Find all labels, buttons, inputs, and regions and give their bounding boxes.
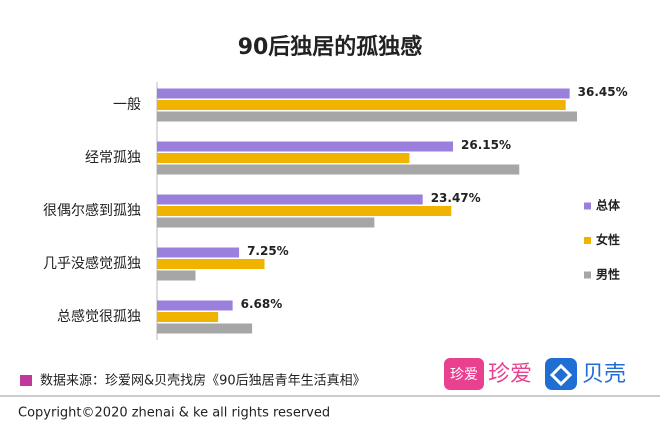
beike-icon-shape bbox=[549, 363, 573, 387]
source: 数据来源：珍爱网&贝壳找房《90后独居青年生活真相》 bbox=[40, 373, 366, 389]
source-marker bbox=[20, 375, 32, 386]
category-label: 经常孤独 bbox=[85, 150, 141, 166]
bar bbox=[157, 111, 577, 122]
zhenai-icon-text: 珍爱 bbox=[450, 367, 478, 383]
value-label: 7.25% bbox=[247, 244, 289, 258]
value-label: 6.68% bbox=[241, 297, 283, 311]
bar bbox=[157, 164, 520, 175]
value-label: 26.15% bbox=[461, 138, 511, 152]
bar bbox=[157, 300, 233, 311]
chart-title: 90后独居的孤独感 bbox=[238, 34, 423, 60]
legend-label: 女性 bbox=[596, 232, 620, 247]
zhenai-icon bbox=[444, 358, 484, 390]
category-label: 一般 bbox=[113, 97, 141, 113]
beike-logo: 贝壳 bbox=[582, 362, 626, 387]
bar bbox=[157, 141, 454, 152]
category-label: 很偶尔感到孤独 bbox=[43, 202, 141, 219]
bar bbox=[157, 217, 375, 228]
value-label: 36.45% bbox=[578, 85, 628, 99]
bar bbox=[157, 206, 452, 216]
bar bbox=[157, 194, 423, 205]
category-label: 几乎没感觉孤独 bbox=[43, 255, 141, 272]
bar bbox=[157, 153, 410, 163]
legend-marker bbox=[584, 271, 591, 279]
legend-marker bbox=[584, 237, 591, 244]
category-label: 总感觉很孤独 bbox=[57, 308, 141, 325]
bar bbox=[157, 323, 253, 334]
legend-label: 男性 bbox=[596, 267, 620, 282]
legend-marker bbox=[584, 202, 591, 210]
zhenai-logo: 珍爱 bbox=[488, 362, 532, 387]
bar bbox=[157, 247, 240, 258]
bar bbox=[157, 100, 566, 110]
bar bbox=[157, 312, 219, 322]
copyright: Copyright©2020 zhenai & ke all rights re… bbox=[18, 406, 330, 421]
bar bbox=[157, 259, 265, 269]
bar bbox=[157, 270, 196, 281]
bar bbox=[157, 88, 570, 99]
value-label: 23.47% bbox=[431, 191, 481, 205]
legend-label: 总体 bbox=[596, 198, 621, 213]
beike-icon bbox=[545, 358, 577, 390]
